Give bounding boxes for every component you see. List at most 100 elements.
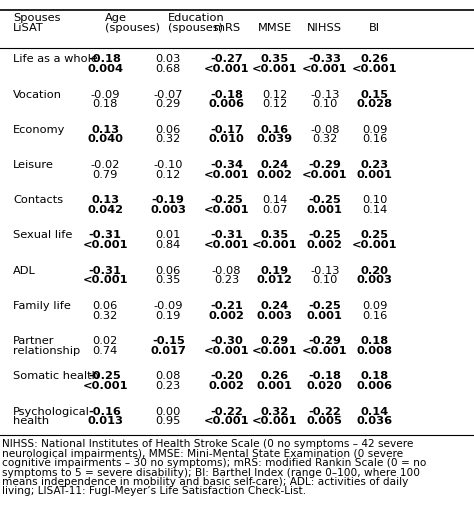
Text: -0.30: -0.30 <box>210 336 243 346</box>
Text: 0.10: 0.10 <box>362 195 387 205</box>
Text: 0.79: 0.79 <box>92 170 118 180</box>
Text: 0.16: 0.16 <box>261 125 289 135</box>
Text: -0.34: -0.34 <box>210 160 243 170</box>
Text: symptoms to 5 = severe disability); BI: Barthel Index (range 0–100, where 100: symptoms to 5 = severe disability); BI: … <box>2 468 420 478</box>
Text: 0.09: 0.09 <box>362 125 387 135</box>
Text: Economy: Economy <box>13 125 65 135</box>
Text: 0.017: 0.017 <box>150 346 186 356</box>
Text: -0.25: -0.25 <box>308 195 341 205</box>
Text: 0.09: 0.09 <box>362 301 387 311</box>
Text: -0.25: -0.25 <box>308 301 341 311</box>
Text: 0.23: 0.23 <box>155 381 181 391</box>
Text: Somatic health: Somatic health <box>13 371 99 381</box>
Text: <0.001: <0.001 <box>352 240 397 250</box>
Text: 0.35: 0.35 <box>261 230 289 241</box>
Text: 0.16: 0.16 <box>362 310 387 321</box>
Text: 0.24: 0.24 <box>261 160 289 170</box>
Text: 0.18: 0.18 <box>360 336 389 346</box>
Text: -0.33: -0.33 <box>308 54 341 64</box>
Text: -0.17: -0.17 <box>210 125 243 135</box>
Text: -0.31: -0.31 <box>89 266 122 275</box>
Text: 0.74: 0.74 <box>92 346 118 356</box>
Text: BI: BI <box>369 23 380 33</box>
Text: 0.03: 0.03 <box>155 54 181 64</box>
Text: -0.20: -0.20 <box>210 371 243 381</box>
Text: (spouses): (spouses) <box>105 23 160 33</box>
Text: 0.02: 0.02 <box>92 336 118 346</box>
Text: 0.020: 0.020 <box>307 381 343 391</box>
Text: Life as a whole: Life as a whole <box>13 54 98 64</box>
Text: <0.001: <0.001 <box>204 416 249 426</box>
Text: <0.001: <0.001 <box>302 64 347 74</box>
Text: Age: Age <box>105 13 127 23</box>
Text: 0.32: 0.32 <box>155 134 181 145</box>
Text: 0.06: 0.06 <box>155 125 181 135</box>
Text: Education: Education <box>168 13 225 23</box>
Text: -0.16: -0.16 <box>89 406 122 417</box>
Text: <0.001: <0.001 <box>204 64 249 74</box>
Text: 0.008: 0.008 <box>356 346 392 356</box>
Text: 0.19: 0.19 <box>155 310 181 321</box>
Text: 0.20: 0.20 <box>360 266 389 275</box>
Text: -0.25: -0.25 <box>210 195 243 205</box>
Text: -0.09: -0.09 <box>154 301 183 311</box>
Text: -0.22: -0.22 <box>210 406 243 417</box>
Text: health: health <box>13 416 49 426</box>
Text: <0.001: <0.001 <box>204 170 249 180</box>
Text: -0.13: -0.13 <box>310 90 339 100</box>
Text: -0.13: -0.13 <box>310 266 339 275</box>
Text: 0.68: 0.68 <box>155 64 181 74</box>
Text: 0.005: 0.005 <box>307 416 343 426</box>
Text: <0.001: <0.001 <box>252 416 298 426</box>
Text: (spouses): (spouses) <box>168 23 223 33</box>
Text: 0.002: 0.002 <box>209 381 245 391</box>
Text: 0.95: 0.95 <box>155 416 181 426</box>
Text: 0.036: 0.036 <box>356 416 392 426</box>
Text: 0.12: 0.12 <box>262 99 288 109</box>
Text: 0.26: 0.26 <box>360 54 389 64</box>
Text: NIHSS: National Institutes of Health Stroke Scale (0 no symptoms – 42 severe: NIHSS: National Institutes of Health Str… <box>2 440 413 449</box>
Text: <0.001: <0.001 <box>252 64 298 74</box>
Text: 0.24: 0.24 <box>261 301 289 311</box>
Text: 0.14: 0.14 <box>362 205 387 215</box>
Text: 0.028: 0.028 <box>356 99 392 109</box>
Text: 0.013: 0.013 <box>87 416 123 426</box>
Text: 0.003: 0.003 <box>150 205 186 215</box>
Text: relationship: relationship <box>13 346 81 356</box>
Text: 0.001: 0.001 <box>307 205 343 215</box>
Text: <0.001: <0.001 <box>82 240 128 250</box>
Text: 0.14: 0.14 <box>262 195 288 205</box>
Text: 0.32: 0.32 <box>92 310 118 321</box>
Text: 0.29: 0.29 <box>155 99 181 109</box>
Text: neurological impairments), MMSE: Mini-Mental State Examination (0 severe: neurological impairments), MMSE: Mini-Me… <box>2 449 403 459</box>
Text: 0.14: 0.14 <box>360 406 389 417</box>
Text: 0.08: 0.08 <box>155 371 181 381</box>
Text: -0.18: -0.18 <box>308 371 341 381</box>
Text: <0.001: <0.001 <box>204 346 249 356</box>
Text: -0.15: -0.15 <box>152 336 185 346</box>
Text: -0.18: -0.18 <box>89 54 122 64</box>
Text: -0.31: -0.31 <box>210 230 243 241</box>
Text: 0.35: 0.35 <box>261 54 289 64</box>
Text: 0.23: 0.23 <box>360 160 389 170</box>
Text: 0.13: 0.13 <box>91 195 119 205</box>
Text: 0.18: 0.18 <box>360 371 389 381</box>
Text: -0.22: -0.22 <box>308 406 341 417</box>
Text: 0.25: 0.25 <box>360 230 389 241</box>
Text: 0.002: 0.002 <box>307 240 343 250</box>
Text: NIHSS: NIHSS <box>307 23 342 33</box>
Text: 0.003: 0.003 <box>257 310 293 321</box>
Text: mRS: mRS <box>213 23 240 33</box>
Text: ADL: ADL <box>13 266 36 275</box>
Text: 0.16: 0.16 <box>362 134 387 145</box>
Text: 0.00: 0.00 <box>155 406 181 417</box>
Text: -0.09: -0.09 <box>91 90 120 100</box>
Text: 0.006: 0.006 <box>209 99 245 109</box>
Text: 0.84: 0.84 <box>155 240 181 250</box>
Text: 0.002: 0.002 <box>209 310 245 321</box>
Text: <0.001: <0.001 <box>302 170 347 180</box>
Text: Family life: Family life <box>13 301 71 311</box>
Text: 0.003: 0.003 <box>356 275 392 285</box>
Text: Contacts: Contacts <box>13 195 64 205</box>
Text: 0.32: 0.32 <box>261 406 289 417</box>
